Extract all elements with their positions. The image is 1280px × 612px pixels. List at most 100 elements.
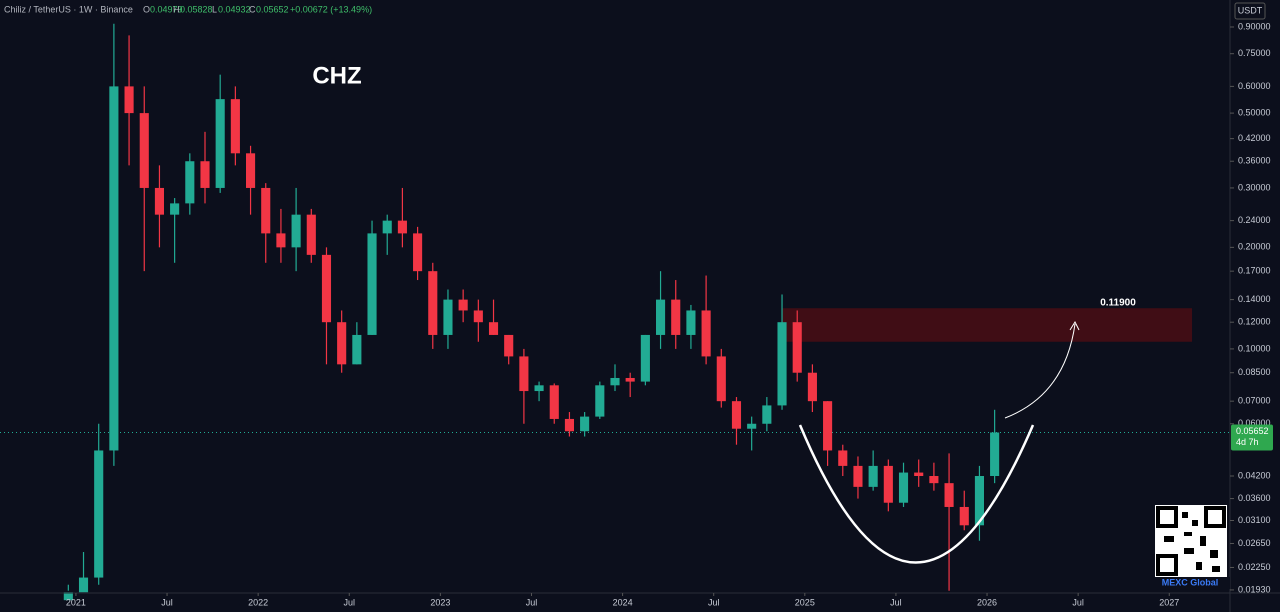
candle-body (838, 450, 848, 466)
y-tick-label: 0.20000 (1238, 242, 1271, 252)
currency-box (1234, 2, 1266, 20)
x-tick-label: 2027 (1159, 597, 1179, 607)
candle-body (868, 465, 878, 487)
qr-pattern (1164, 512, 1220, 572)
ohlc-value: 0.05652 (256, 4, 289, 14)
y-tick-label: 0.03600 (1238, 493, 1271, 503)
change: +0.00672 (+13.49%) (290, 4, 372, 14)
y-tick-label: 0.04200 (1238, 470, 1271, 480)
ohlc-key: L (212, 4, 217, 14)
y-tick-label: 0.90000 (1238, 21, 1271, 31)
y-tick-label: 0.42000 (1238, 133, 1271, 143)
x-tick-label: Jul (890, 597, 902, 607)
candle-body (792, 322, 802, 373)
y-tick-label: 0.02650 (1238, 538, 1271, 548)
y-tick-label: 0.30000 (1238, 182, 1271, 192)
candle-body (990, 432, 1000, 477)
x-tick-label: Jul (526, 597, 538, 607)
candle-body (337, 322, 347, 365)
candle-body (139, 113, 149, 188)
candle-body (823, 401, 833, 451)
candle-body (944, 483, 954, 507)
x-tick-label: 2022 (248, 597, 268, 607)
ohlc-key: H (173, 4, 180, 14)
y-tick-label: 0.01930 (1238, 584, 1271, 594)
x-tick-label: Jul (1072, 597, 1084, 607)
candle-body (686, 310, 696, 335)
candle-body (898, 472, 909, 503)
candle-body (853, 465, 863, 487)
candle-body (731, 401, 742, 429)
candle-body (246, 153, 256, 188)
currency: USDT (1238, 5, 1263, 15)
y-tick-label: 0.60000 (1238, 81, 1271, 91)
candle-body (215, 99, 225, 188)
x-tick-label: Jul (161, 597, 173, 607)
candle-body (564, 418, 574, 432)
candle-body (321, 254, 332, 323)
candle-body (883, 465, 893, 503)
y-tick-label: 0.50000 (1238, 107, 1271, 117)
qr-finder (1156, 506, 1226, 576)
candle-body (170, 203, 180, 215)
candle-body (549, 385, 559, 419)
candle-body (595, 385, 605, 417)
candle-body (185, 161, 195, 204)
candle-body (367, 233, 377, 335)
countdown: 4d 7h (1236, 437, 1259, 447)
candle-body (382, 220, 392, 234)
y-tick-label: 0.06000 (1238, 418, 1271, 428)
candle-body (473, 310, 483, 323)
y-tick-label: 0.75000 (1238, 48, 1271, 58)
x-tick-label: 2024 (613, 597, 633, 607)
candle-body (519, 356, 529, 392)
y-tick-label: 0.10000 (1238, 343, 1271, 353)
arrow-head (1069, 320, 1080, 331)
watermark-bg (1152, 577, 1230, 589)
y-tick-label: 0.03100 (1238, 515, 1271, 525)
candle-body (640, 334, 650, 382)
candle-body (397, 220, 407, 234)
y-tick-label: 0.07000 (1238, 396, 1271, 406)
ohlc-key: O (143, 4, 150, 14)
candle-body (534, 385, 544, 392)
candle-body (610, 377, 620, 386)
candle-body (656, 299, 666, 335)
candle-body (63, 592, 73, 601)
resistance-zone (782, 308, 1193, 342)
price-tag-label: 0.05652 (1236, 426, 1269, 436)
candle-body (458, 299, 468, 311)
price-tag (1231, 424, 1273, 451)
y-tick-label: 0.24000 (1238, 215, 1271, 225)
candle-body (716, 356, 726, 402)
x-tick-label: 2025 (795, 597, 815, 607)
arrow (1004, 323, 1076, 419)
watermark: MEXC Global (1162, 577, 1219, 587)
candle-body (701, 310, 711, 357)
candle-body (914, 472, 924, 477)
candle-body (807, 372, 817, 402)
candle-body (428, 271, 438, 335)
candle-body (504, 334, 514, 357)
candle-body (413, 233, 423, 272)
ohlc-key: C (249, 4, 256, 14)
candle-body (777, 322, 787, 406)
candle-body (488, 322, 499, 335)
ohlc-value: 0.04979 (150, 4, 183, 14)
candle-body (306, 214, 316, 255)
y-tick-label: 0.02250 (1238, 562, 1271, 572)
candle-body (625, 377, 635, 382)
x-tick-label: 2023 (430, 597, 450, 607)
candle-body (291, 214, 301, 248)
candle-body (762, 405, 772, 424)
x-tick-label: 2021 (66, 597, 86, 607)
candle-body (109, 86, 119, 451)
y-tick-label: 0.17000 (1238, 266, 1271, 276)
cup-curve (798, 424, 1035, 564)
candle-body (929, 476, 939, 484)
y-tick-label: 0.14000 (1238, 294, 1271, 304)
target-label: 0.11900 (1100, 298, 1136, 309)
y-tick-label: 0.36000 (1238, 156, 1271, 166)
